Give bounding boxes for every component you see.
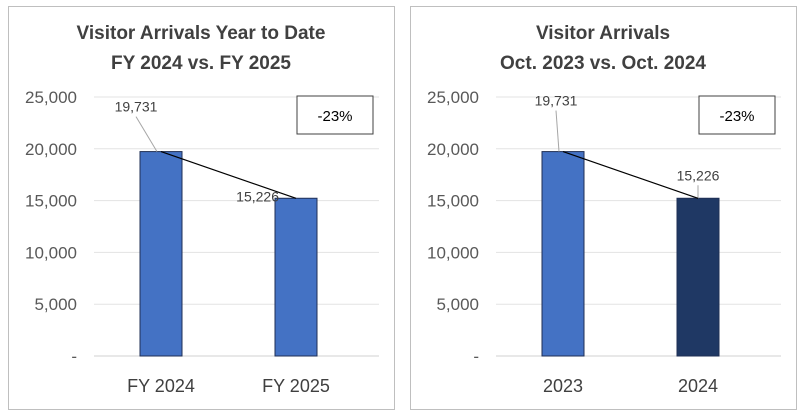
chart-panel-ytd: Visitor Arrivals Year to Date FY 2024 vs.…	[8, 6, 395, 410]
y-tick-label: -	[473, 347, 479, 366]
change-box	[698, 95, 776, 135]
y-tick-label: 5,000	[34, 295, 77, 314]
x-category-label: FY 2024	[127, 376, 195, 396]
data-label: 15,226	[677, 167, 720, 183]
chart-october: Visitor Arrivals Oct. 2023 vs. Oct. 2024 -…	[427, 23, 781, 396]
bar-fy-2025	[274, 197, 318, 357]
y-tick-label: 25,000	[427, 88, 479, 107]
y-tick-label: 10,000	[427, 243, 479, 262]
chart-title: Visitor Arrivals	[536, 23, 670, 44]
x-category-label: 2024	[678, 376, 718, 396]
y-tick-label: 15,000	[25, 192, 77, 211]
trend-line	[562, 151, 699, 199]
y-tick-label: 5,000	[436, 295, 479, 314]
change-box	[296, 95, 374, 135]
y-tick-label: 20,000	[25, 140, 77, 159]
chart-subtitle: Oct. 2023 vs. Oct. 2024	[500, 53, 706, 74]
y-tick-label: 25,000	[25, 88, 77, 107]
label-leader-line	[555, 110, 560, 152]
x-category-label: FY 2025	[262, 376, 330, 396]
change-label: -23%	[317, 108, 352, 125]
y-tick-label: 20,000	[427, 140, 479, 159]
data-label: 15,226	[236, 188, 279, 204]
bar-2023	[541, 151, 585, 357]
bar-fy-2024	[139, 151, 183, 357]
trend-line	[160, 151, 297, 199]
chart-ytd: Visitor Arrivals Year to Date FY 2024 vs.…	[25, 23, 379, 396]
data-label: 19,731	[115, 99, 158, 115]
data-label: 19,731	[535, 93, 578, 109]
y-tick-label: 10,000	[25, 243, 77, 262]
chart-panel-october: Visitor Arrivals Oct. 2023 vs. Oct. 2024 -…	[410, 6, 797, 410]
chart-title: Visitor Arrivals Year to Date	[77, 23, 326, 44]
y-tick-label: 15,000	[427, 192, 479, 211]
label-leader-line	[135, 116, 158, 152]
change-label: -23%	[719, 108, 754, 125]
bar-2024	[676, 197, 720, 357]
x-category-label: 2023	[543, 376, 583, 396]
y-tick-label: -	[71, 347, 77, 366]
chart-subtitle: FY 2024 vs. FY 2025	[111, 53, 291, 74]
